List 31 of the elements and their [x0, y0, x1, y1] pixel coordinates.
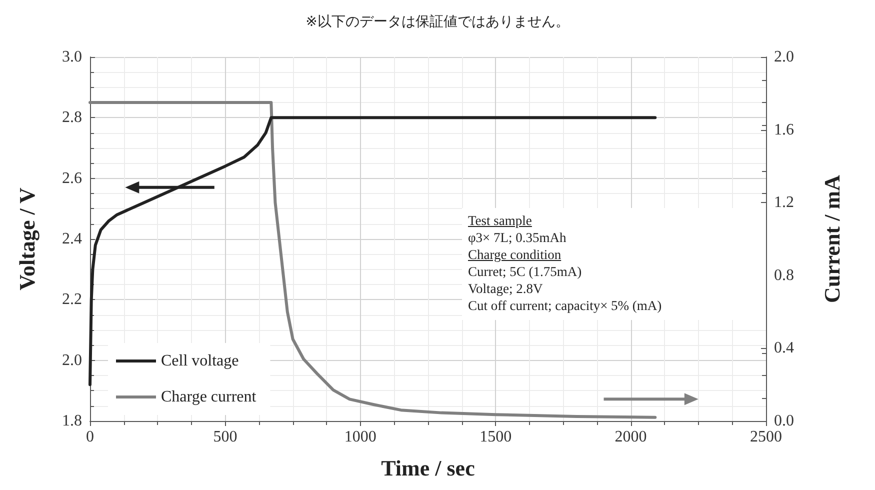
- annotation: Charge condition: [468, 246, 562, 263]
- annotation: Voltage; 2.8V: [468, 280, 544, 297]
- x-tick-label: 0: [86, 428, 94, 446]
- annotation: Curret; 5C (1.75mA): [468, 263, 583, 280]
- y-tick-label: 1.8: [62, 412, 82, 430]
- y-tick-label: 3.0: [62, 48, 82, 66]
- x-tick-label: 2500: [750, 428, 782, 446]
- y2-tick-label: 2.0: [774, 48, 794, 66]
- y-tick-label: 2.8: [62, 109, 82, 126]
- legend-label: Charge current: [161, 388, 257, 406]
- x-tick-label: 2000: [614, 428, 647, 446]
- annotation: φ3× 7L; 0.35mAh: [468, 229, 568, 246]
- y-tick-label: 2.6: [62, 170, 82, 187]
- y-axis-title: Voltage / V: [14, 188, 40, 290]
- x-tick-label: 500: [213, 428, 238, 446]
- annotation: Test sample: [468, 212, 533, 229]
- y2-tick-label: 1.6: [774, 121, 794, 138]
- x-tick-label: 1500: [480, 428, 512, 446]
- x-axis-title: Time / sec: [381, 456, 476, 480]
- legend-label: Cell voltage: [161, 352, 239, 370]
- x-tick-label: 1000: [344, 428, 376, 446]
- y2-tick-label: 1.2: [774, 194, 794, 212]
- y-tick-label: 2.0: [62, 352, 82, 369]
- annotation: Cut off current; capacity× 5% (mA): [468, 297, 663, 314]
- y-tick-label: 2.4: [62, 230, 82, 248]
- y-tick-label: 2.2: [62, 291, 82, 308]
- chart-title: ※以下のデータは保証値ではありません。: [306, 14, 570, 30]
- y2-axis-title: Current / mA: [820, 174, 844, 303]
- y2-tick-label: 0.4: [774, 340, 794, 357]
- y2-tick-label: 0.0: [774, 412, 794, 430]
- y2-tick-label: 0.8: [774, 266, 794, 284]
